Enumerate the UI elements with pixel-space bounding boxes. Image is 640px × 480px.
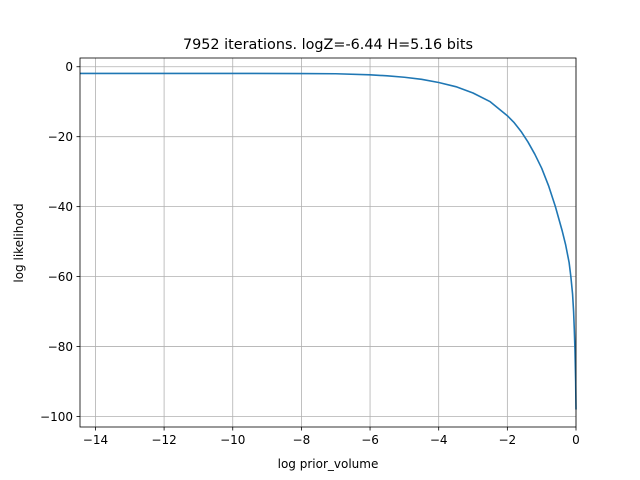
x-tick-label: −10 xyxy=(220,433,245,447)
x-axis-label: log prior_volume xyxy=(278,457,379,471)
x-axis-ticks: −14 −12 −10 −8 −6 −4 −2 0 xyxy=(83,427,580,447)
plot-frame xyxy=(79,57,577,428)
x-tick-label: −6 xyxy=(361,433,379,447)
y-tick-label: 0 xyxy=(65,60,73,74)
y-tick-label: −20 xyxy=(48,130,73,144)
y-tick-label: −80 xyxy=(48,340,73,354)
x-tick-label: −8 xyxy=(293,433,311,447)
y-axis-label: log likelihood xyxy=(12,203,26,282)
y-tick-label: −60 xyxy=(48,270,73,284)
x-tick-label: −4 xyxy=(430,433,448,447)
y-tick-label: −40 xyxy=(48,200,73,214)
y-axis-ticks: 0 −20 −40 −60 −80 −100 xyxy=(40,60,80,424)
series-layer xyxy=(80,72,577,410)
grid xyxy=(80,58,577,427)
x-tick-label: −12 xyxy=(151,433,176,447)
y-tick-label: −100 xyxy=(40,410,73,424)
x-tick-label: 0 xyxy=(572,433,580,447)
series-line xyxy=(80,72,577,410)
x-tick-label: −2 xyxy=(498,433,516,447)
chart-title: 7952 iterations. logZ=-6.44 H=5.16 bits xyxy=(183,37,473,53)
x-tick-label: −14 xyxy=(83,433,108,447)
